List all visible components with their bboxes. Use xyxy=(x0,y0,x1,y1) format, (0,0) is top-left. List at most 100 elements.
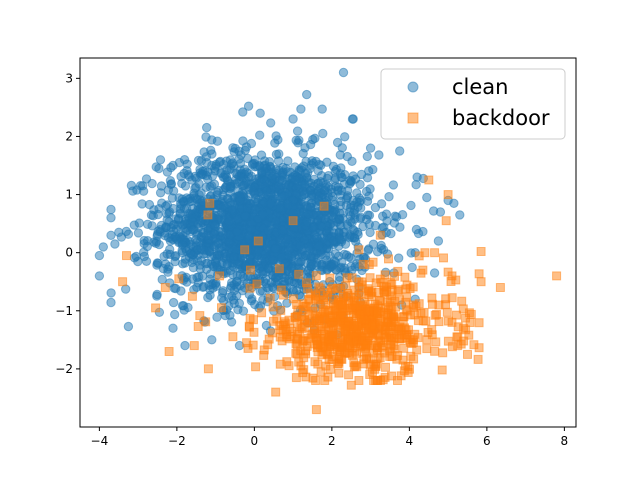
clean-point xyxy=(354,193,365,203)
backdoor-point xyxy=(438,348,448,358)
clean-point xyxy=(406,200,416,211)
backdoor-point xyxy=(420,248,430,258)
backdoor-point xyxy=(416,308,426,318)
clean-point xyxy=(106,213,116,223)
clean-point xyxy=(139,235,149,246)
clean-point xyxy=(239,180,250,190)
clean-point xyxy=(168,323,178,333)
backdoor-point xyxy=(315,284,325,294)
y-tick-label: −2 xyxy=(55,362,73,376)
clean-point xyxy=(308,158,318,168)
backdoor-point xyxy=(473,354,483,364)
backdoor-point xyxy=(360,347,369,357)
clean-point xyxy=(202,122,212,133)
clean-point xyxy=(196,243,206,254)
legend-label-backdoor: backdoor xyxy=(452,106,550,130)
backdoor-point xyxy=(457,296,467,306)
clean-point xyxy=(368,239,379,249)
backdoor-point xyxy=(408,300,418,310)
clean-point xyxy=(388,180,399,190)
clean-point xyxy=(168,160,178,171)
clean-point xyxy=(187,257,197,268)
backdoor-point xyxy=(343,336,353,346)
clean-point xyxy=(210,220,220,231)
clean-point xyxy=(339,249,349,260)
clean-point xyxy=(180,181,191,191)
backdoor-point xyxy=(387,322,397,332)
clean-point xyxy=(291,286,302,296)
backdoor-point xyxy=(375,230,385,240)
clean-point xyxy=(308,223,319,233)
backdoor-point xyxy=(328,320,338,330)
backdoor-point xyxy=(474,269,484,279)
clean-point xyxy=(212,136,223,146)
clean-point xyxy=(216,168,226,178)
clean-point xyxy=(411,180,421,190)
clean-point xyxy=(268,282,278,292)
clean-point xyxy=(282,234,292,244)
backdoor-point xyxy=(349,362,359,372)
backdoor-point xyxy=(376,338,386,348)
x-tick-label: 4 xyxy=(406,434,414,448)
backdoor-point xyxy=(389,341,399,351)
backdoor-point xyxy=(418,316,428,326)
x-tick-label: 6 xyxy=(483,434,491,448)
backdoor-point xyxy=(240,245,250,255)
clean-point xyxy=(228,295,239,305)
backdoor-point xyxy=(326,364,335,374)
clean-point xyxy=(318,128,328,139)
clean-point xyxy=(363,245,373,255)
clean-point xyxy=(229,251,240,262)
backdoor-point xyxy=(351,293,361,303)
clean-point xyxy=(206,191,216,201)
backdoor-point xyxy=(361,305,371,314)
clean-point xyxy=(240,211,250,221)
clean-point xyxy=(168,297,179,308)
clean-point xyxy=(297,180,307,190)
backdoor-point xyxy=(354,376,364,385)
clean-point xyxy=(422,192,432,203)
clean-point xyxy=(201,152,212,162)
backdoor-point xyxy=(354,245,364,255)
backdoor-point xyxy=(189,341,199,351)
clean-point xyxy=(316,177,326,187)
clean-point xyxy=(395,222,405,232)
clean-point xyxy=(455,210,465,220)
clean-point xyxy=(263,225,273,236)
clean-point xyxy=(205,290,215,300)
backdoor-point xyxy=(342,273,352,283)
clean-point xyxy=(365,227,375,238)
clean-point xyxy=(313,166,323,176)
clean-point xyxy=(157,274,167,285)
clean-point xyxy=(182,277,192,287)
backdoor-point xyxy=(422,335,432,345)
clean-point xyxy=(173,213,184,224)
clean-point xyxy=(379,222,389,232)
clean-point xyxy=(266,118,276,128)
backdoor-point xyxy=(453,341,463,351)
backdoor-point xyxy=(365,273,375,283)
clean-point xyxy=(338,67,349,78)
clean-point xyxy=(302,89,312,100)
clean-point xyxy=(202,258,213,268)
clean-point xyxy=(304,209,314,219)
clean-point xyxy=(243,101,254,111)
backdoor-point xyxy=(277,336,287,346)
clean-point xyxy=(303,242,314,253)
backdoor-point xyxy=(298,299,308,309)
clean-point xyxy=(164,262,174,272)
clean-point xyxy=(239,164,250,174)
backdoor-point xyxy=(272,314,282,324)
clean-point xyxy=(326,261,337,272)
backdoor-point xyxy=(424,175,434,185)
backdoor-point xyxy=(447,271,457,281)
clean-point xyxy=(271,131,281,141)
clean-point xyxy=(138,186,149,196)
backdoor-point xyxy=(195,311,205,321)
backdoor-point xyxy=(439,253,448,263)
backdoor-point xyxy=(381,362,390,372)
clean-point xyxy=(222,259,232,269)
clean-point xyxy=(242,203,252,213)
clean-point xyxy=(133,256,143,267)
clean-point xyxy=(411,224,422,235)
